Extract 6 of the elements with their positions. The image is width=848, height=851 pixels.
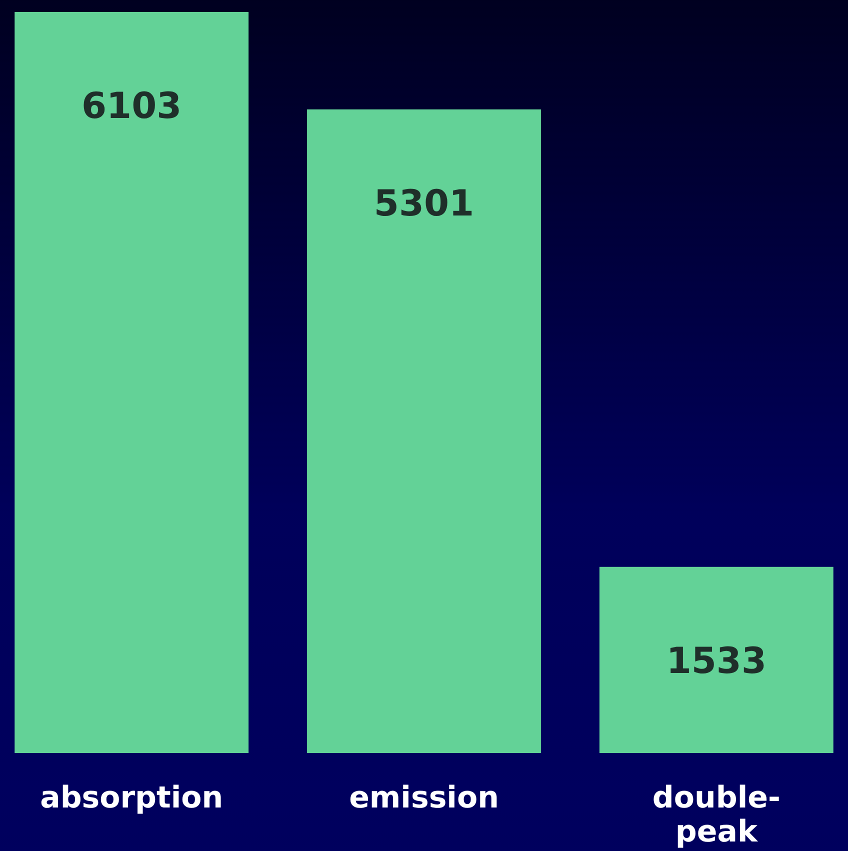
data-label: 1533 bbox=[666, 640, 767, 682]
x-tick-label: emission bbox=[349, 780, 499, 816]
data-label: 6103 bbox=[81, 86, 182, 127]
x-tick-label: double-peak bbox=[652, 780, 780, 850]
x-tick-label: absorption bbox=[40, 780, 224, 816]
data-label: 5301 bbox=[374, 183, 474, 224]
